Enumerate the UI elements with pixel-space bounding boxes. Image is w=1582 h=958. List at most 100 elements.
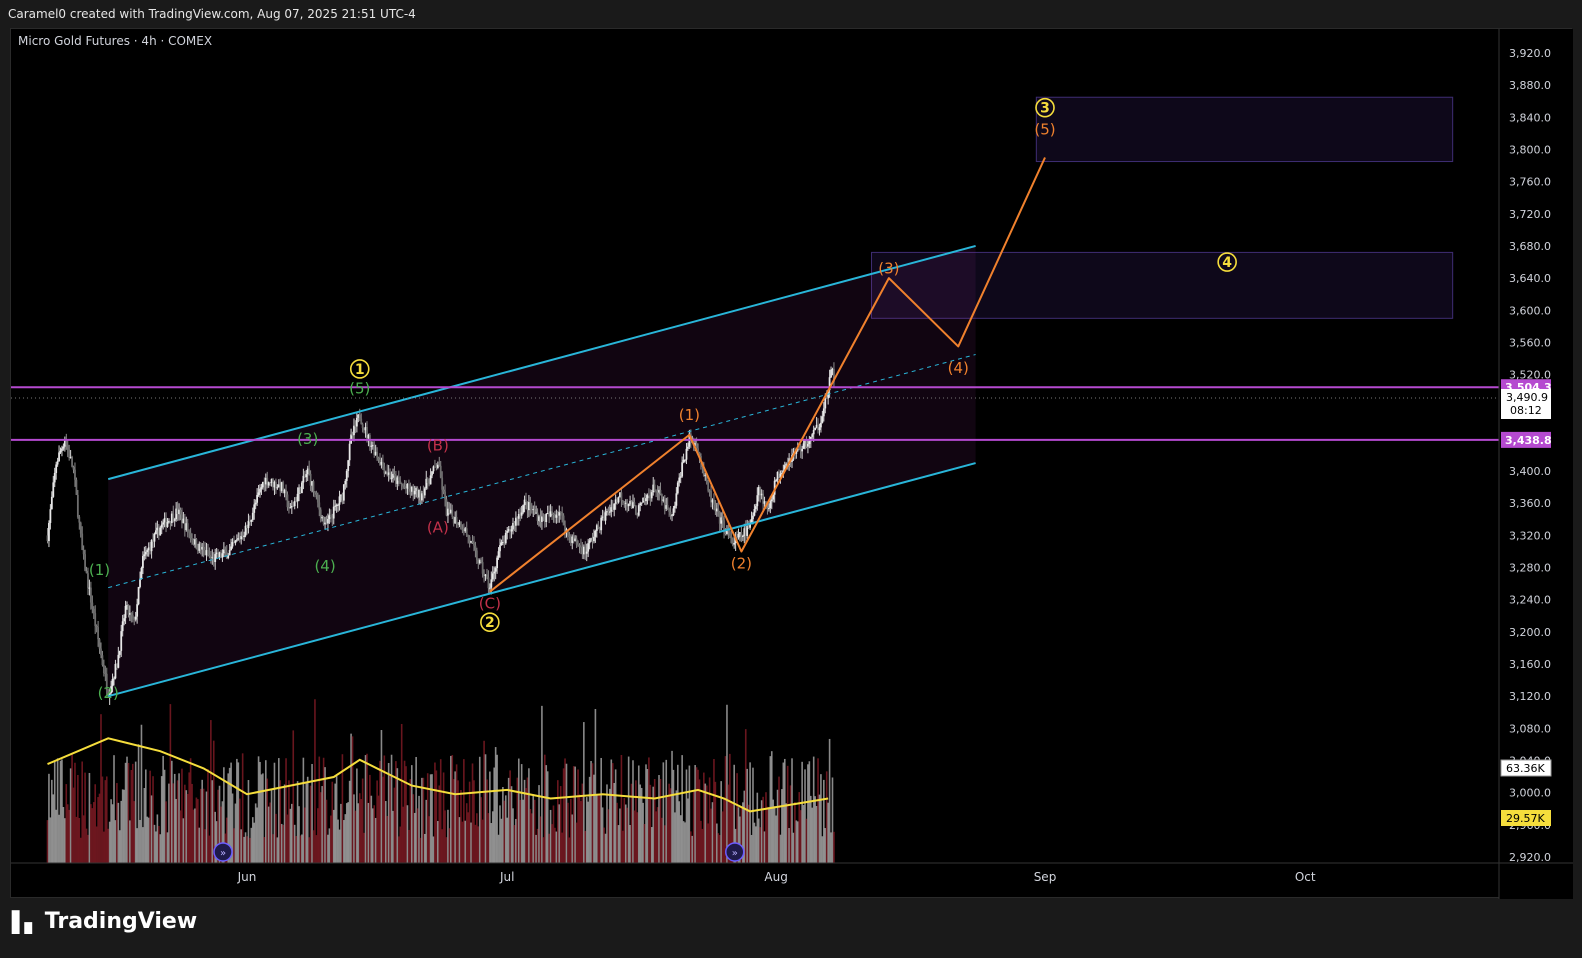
volume-bar	[623, 798, 626, 863]
candle	[66, 444, 69, 450]
volume-bar	[823, 779, 825, 863]
volume-bar	[421, 777, 423, 863]
chart-canvas[interactable]: (1)(2)(3)(4)(5)1(A)(B)(C)2(1)(2)(3)(4)(5…	[11, 29, 1573, 899]
volume-bar	[788, 828, 790, 863]
volume-bar	[340, 803, 342, 863]
volume-bar	[530, 813, 533, 863]
candle	[833, 369, 835, 382]
candle	[186, 523, 189, 532]
volume-bar	[269, 802, 271, 863]
event-marker[interactable]	[725, 842, 745, 862]
candle	[655, 491, 658, 493]
candle	[608, 511, 611, 513]
candle	[756, 495, 759, 507]
candle	[353, 425, 355, 436]
volume-bar	[525, 788, 527, 863]
candle	[217, 552, 219, 558]
candle	[285, 489, 287, 495]
volume-bar	[215, 821, 218, 863]
candle	[584, 546, 587, 554]
volume-bar	[182, 818, 185, 863]
candle	[633, 502, 636, 506]
candle	[170, 513, 173, 524]
volume-bar	[824, 828, 827, 863]
volume-bar	[760, 800, 763, 863]
candle	[779, 473, 782, 478]
candle	[629, 500, 631, 505]
candle	[257, 492, 260, 495]
brand-footer[interactable]: ▌▖ TradingView	[12, 907, 197, 937]
volume-bar	[747, 804, 750, 863]
volume-bar	[746, 768, 748, 863]
candle	[598, 528, 601, 531]
candle	[176, 508, 179, 515]
volume-bar	[237, 762, 240, 863]
candle	[535, 512, 538, 514]
volume-bar	[321, 786, 323, 863]
candle	[477, 559, 480, 564]
candle	[409, 489, 412, 492]
volume-bar	[802, 805, 805, 863]
candle	[678, 477, 681, 483]
candle	[685, 448, 688, 460]
volume-bar	[487, 813, 490, 863]
candle	[632, 502, 634, 509]
volume-bar	[577, 769, 579, 863]
candle	[131, 615, 134, 619]
candle	[196, 548, 199, 551]
volume-bar	[147, 817, 150, 863]
volume-bar	[212, 740, 215, 863]
candle	[676, 482, 679, 494]
candle	[296, 493, 299, 502]
volume-bar	[678, 801, 681, 863]
volume-bar	[145, 769, 147, 863]
candle	[480, 560, 483, 563]
candle	[595, 525, 598, 531]
candle	[162, 522, 165, 525]
chart-frame[interactable]: (1) (2) (3) (4) (5) 1 (A) (B) (C) 2 (1) (2) (3) (4) (5…	[10, 28, 1573, 899]
volume-bar	[195, 797, 198, 863]
candle	[405, 487, 407, 489]
event-marker[interactable]	[213, 842, 233, 862]
event-marker-icon: »	[220, 848, 226, 859]
candle	[494, 568, 497, 572]
volume-bar	[541, 705, 543, 863]
candle	[212, 557, 215, 563]
candle	[334, 505, 337, 507]
candle	[338, 496, 341, 505]
candle	[63, 440, 66, 447]
volume-bar	[220, 806, 222, 863]
candle	[708, 490, 711, 492]
volume-bar	[652, 786, 655, 863]
candle	[590, 538, 592, 541]
candle	[752, 515, 754, 520]
candle	[490, 579, 493, 588]
candle	[571, 536, 574, 543]
wave-label: (4)	[948, 359, 969, 377]
candle	[166, 521, 169, 527]
volume-bar	[707, 823, 709, 863]
volume-bar	[71, 753, 73, 863]
candle	[65, 440, 68, 445]
candle	[331, 517, 334, 519]
volume-bar	[648, 757, 650, 863]
brand-name: TradingView	[44, 909, 198, 934]
volume-bar	[247, 780, 250, 863]
candle	[225, 551, 228, 559]
volume-bar	[97, 797, 99, 863]
volume-ma-label: 29.57K	[1506, 812, 1545, 825]
channel-lower-line	[107, 462, 976, 698]
volume-bar	[366, 753, 368, 863]
candle	[146, 550, 149, 552]
volume-bar	[263, 837, 266, 863]
candle	[551, 511, 553, 514]
volume-bar	[231, 793, 234, 863]
volume-bar	[344, 814, 347, 863]
volume-bar	[831, 777, 834, 863]
volume-bar	[393, 787, 396, 863]
volume-bar	[711, 802, 714, 863]
candle	[92, 608, 95, 614]
volume-bar	[150, 795, 153, 863]
volume-bar	[221, 801, 224, 863]
candle	[435, 466, 438, 468]
